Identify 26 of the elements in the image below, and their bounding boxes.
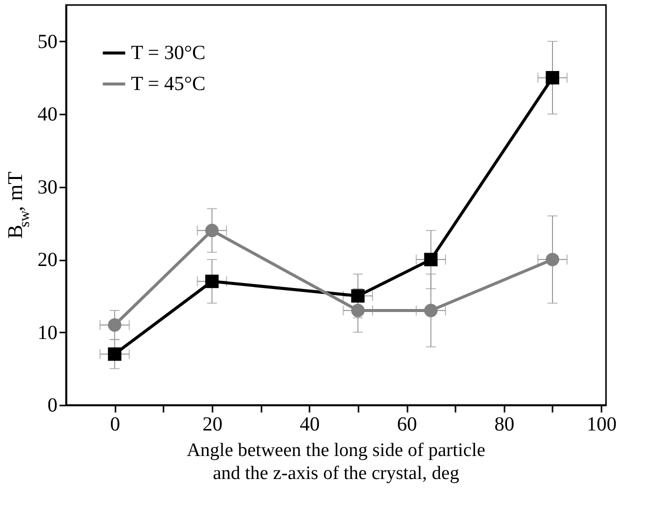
legend-label: T = 30°C	[131, 42, 206, 64]
legend-label: T = 45°C	[131, 73, 206, 95]
point	[351, 289, 365, 303]
x-axis-title: Angle between the long side of particle and the z-axis of the crystal, deg	[186, 440, 486, 484]
x-tick-label: 40	[300, 414, 320, 436]
point	[205, 224, 219, 238]
point	[205, 274, 219, 288]
point	[424, 252, 438, 266]
point	[108, 318, 122, 332]
point	[546, 71, 560, 84]
x-tick-label: 0	[110, 414, 120, 436]
x-tick-label: 80	[494, 414, 514, 436]
x-tick-label: 20	[202, 414, 222, 436]
y-tick-label: 0	[48, 394, 58, 416]
x-tick-label: 60	[397, 414, 418, 436]
x-tick-label: 100	[586, 414, 617, 436]
y-tick-label: 10	[38, 322, 58, 344]
y-tick-label: 40	[38, 104, 58, 126]
point	[546, 252, 560, 266]
y-tick-label: 20	[38, 249, 58, 272]
y-axis-title: Bsw, mT	[3, 171, 33, 239]
point	[351, 304, 365, 318]
y-tick-label: 30	[38, 176, 58, 198]
point	[424, 304, 438, 318]
y-tick-label: 50	[38, 30, 58, 53]
point	[108, 347, 122, 361]
